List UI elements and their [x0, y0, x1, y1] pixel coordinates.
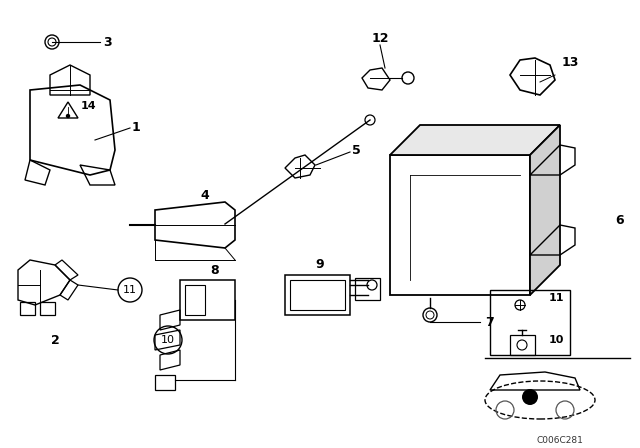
Text: 2: 2: [51, 333, 60, 346]
Bar: [285, 275, 350, 315]
Text: 14: 14: [80, 101, 96, 111]
Text: 4: 4: [200, 189, 209, 202]
Text: 9: 9: [316, 258, 324, 271]
Text: 7: 7: [486, 315, 494, 328]
Text: 10: 10: [161, 335, 175, 345]
Text: 8: 8: [211, 263, 220, 276]
Text: 5: 5: [351, 143, 360, 156]
Text: 3: 3: [104, 35, 112, 48]
Text: 12: 12: [371, 31, 388, 44]
Polygon shape: [530, 125, 560, 295]
Text: 11: 11: [123, 285, 137, 295]
Circle shape: [67, 115, 70, 117]
Bar: [180, 280, 235, 320]
Bar: [490, 290, 570, 355]
Text: 1: 1: [132, 121, 140, 134]
Polygon shape: [390, 125, 560, 155]
Circle shape: [522, 389, 538, 405]
Text: 11: 11: [548, 293, 564, 303]
Text: 10: 10: [548, 335, 564, 345]
Text: 13: 13: [561, 56, 579, 69]
Bar: [185, 285, 205, 315]
Bar: [355, 278, 380, 300]
Text: 6: 6: [616, 214, 624, 227]
Text: C006C281: C006C281: [536, 435, 584, 444]
Bar: [290, 280, 345, 310]
